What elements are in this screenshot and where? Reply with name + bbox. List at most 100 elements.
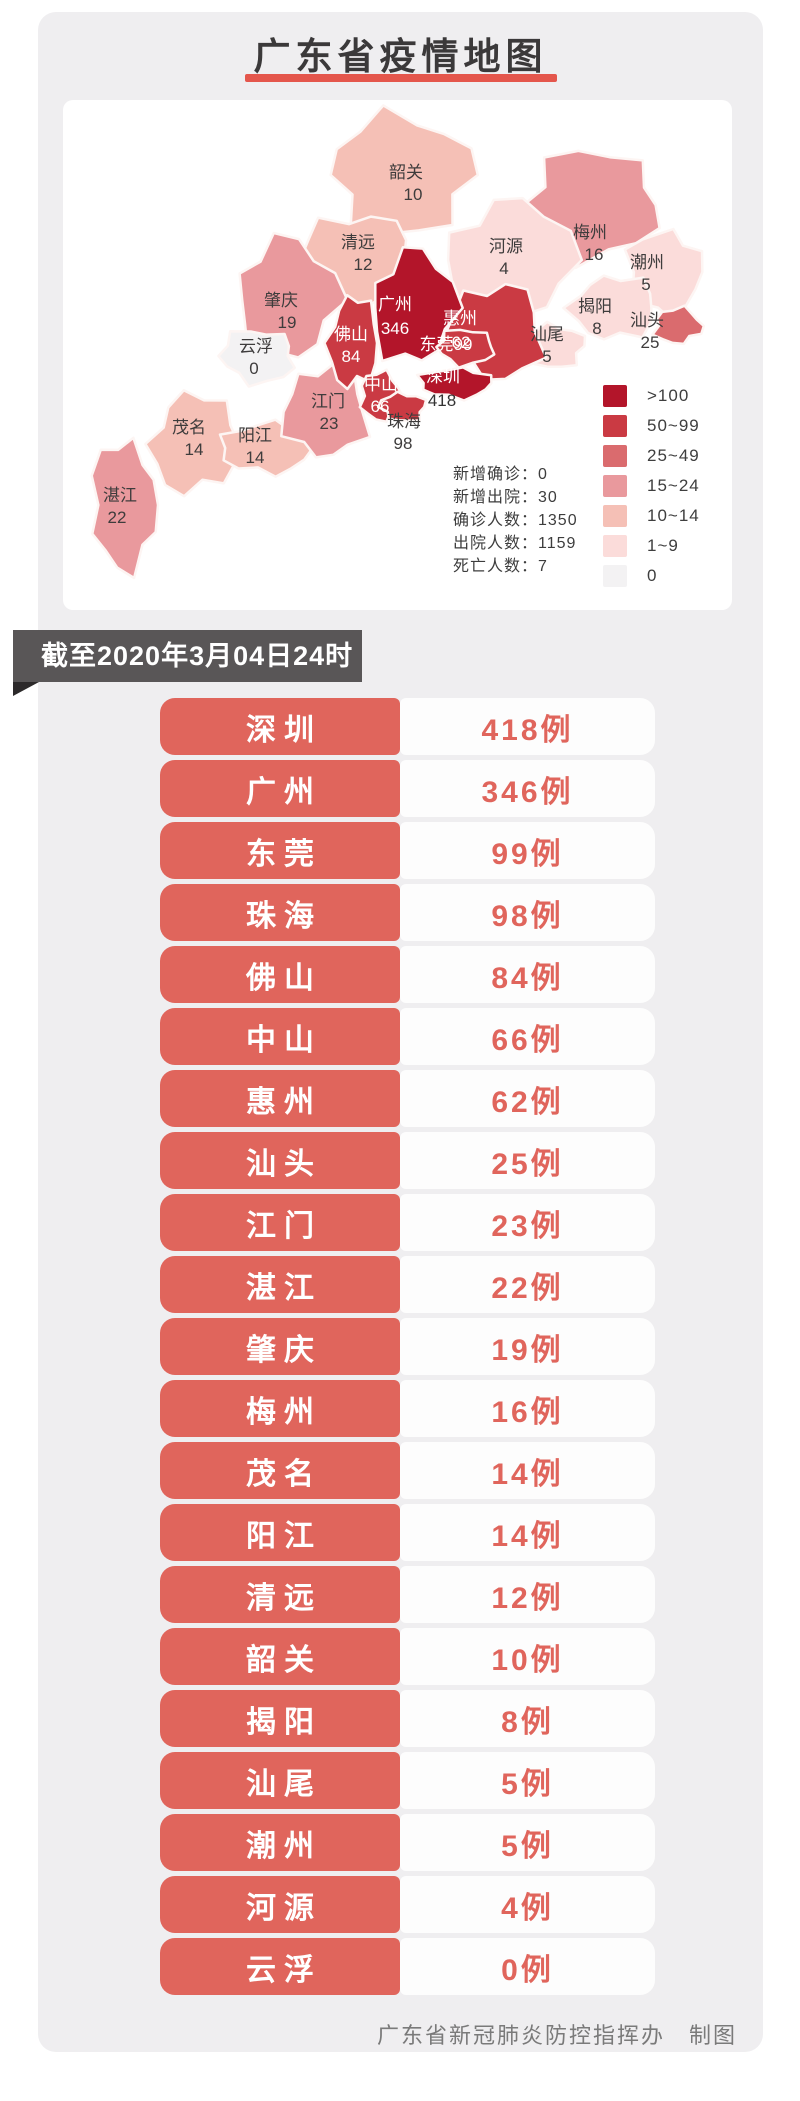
stats-block: 新增确诊：0 新增出院：30 确诊人数：1350 出院人数：1159 死亡人数：7 [453,463,578,578]
table-row: 阳江 14例 [160,1504,655,1561]
city-name: 东莞 [246,837,322,871]
map-label-heyuan: 河源 [489,237,523,256]
legend-label: 15~24 [647,476,700,495]
cases-count: 4例 [501,1891,554,1925]
map-label-jieyang: 揭阳 [578,297,612,316]
legend-label: 1~9 [647,536,679,555]
map-region-zhaoqing [238,231,349,359]
map-label-meizhou: 16 [585,245,604,264]
cases-count: 62例 [491,1085,564,1119]
city-name: 清远 [246,1581,322,1615]
city-name: 肇庆 [246,1333,322,1367]
legend-row: >100 [603,381,728,411]
city-name: 韶关 [246,1643,322,1677]
table-row: 江门 23例 [160,1194,655,1251]
map-label-qingyuan: 12 [354,255,373,274]
map-label-foshan: 84 [342,347,361,366]
legend-label: 10~14 [647,506,700,525]
stat-line: 出院人数：1159 [453,535,577,552]
map-label-shaoguan: 韶关 [389,163,423,182]
legend-label: 25~49 [647,446,700,465]
city-cell: 揭阳 [160,1690,400,1747]
city-name: 潮州 [246,1829,322,1863]
table-row: 云浮 0例 [160,1938,655,1995]
city-name: 揭阳 [246,1705,322,1739]
table-row: 广州 346例 [160,760,655,817]
map-label-yangjiang: 阳江 [238,426,272,445]
legend-row: 10~14 [603,501,728,531]
stat-line: 新增出院：30 [453,489,558,506]
city-cell: 云浮 [160,1938,400,1995]
city-cell: 肇庆 [160,1318,400,1375]
map-region-shaoguan [329,104,480,236]
cases-cell: 5例 [400,1752,655,1809]
legend-label: 50~99 [647,416,700,435]
map-label-shantou: 25 [641,333,660,352]
cases-count: 25例 [491,1147,564,1181]
cases-cell: 25例 [400,1132,655,1189]
city-cell: 梅州 [160,1380,400,1437]
table-row: 珠海 98例 [160,884,655,941]
city-name: 梅州 [246,1395,322,1429]
city-cell: 东莞 [160,822,400,879]
table-row: 韶关 10例 [160,1628,655,1685]
city-name: 珠海 [246,899,322,933]
cases-count: 0例 [501,1953,554,1987]
legend-swatch [603,505,627,527]
table-row: 深圳 418例 [160,698,655,755]
cases-count: 418例 [481,713,574,747]
date-banner: 截至2020年3月04日24时 [13,630,362,682]
map-region-zhuhai [376,390,428,422]
legend-swatch [603,565,627,587]
map-label-jiangmen: 23 [320,414,339,433]
cases-count: 99例 [491,837,564,871]
city-name: 湛江 [246,1271,322,1305]
city-cell: 珠海 [160,884,400,941]
cases-count: 5例 [501,1767,554,1801]
city-name: 云浮 [246,1953,322,1987]
map-region-guangzhou [374,245,464,363]
map-label-guangzhou: 广州 [378,295,412,314]
city-cell: 茂名 [160,1442,400,1499]
map-label-huizhou: 62 [452,333,471,352]
map-label-yunfu: 云浮 [239,337,273,356]
map-label-yunfu: 0 [249,359,258,378]
map-label-zhanjiang: 湛江 [103,486,137,505]
city-name: 佛山 [246,961,322,995]
table-row: 汕尾 5例 [160,1752,655,1809]
map-label-guangzhou: 346 [381,319,409,338]
cases-count: 10例 [491,1643,564,1677]
cases-count: 12例 [491,1581,564,1615]
table-row: 东莞 99例 [160,822,655,879]
cases-cell: 62例 [400,1070,655,1127]
city-cell: 佛山 [160,946,400,1003]
cases-cell: 23例 [400,1194,655,1251]
map-label-chaozhou: 潮州 [630,253,664,272]
map-label-zhaoqing: 肇庆 [264,291,298,310]
city-name: 汕头 [246,1147,322,1181]
legend-swatch [603,385,627,407]
map-label-zhuhai: 珠海 [387,412,421,431]
table-row: 肇庆 19例 [160,1318,655,1375]
map-region-zhanjiang [90,436,160,580]
map-label-qingyuan: 清远 [341,233,375,252]
city-cell: 阳江 [160,1504,400,1561]
cases-cell: 16例 [400,1380,655,1437]
cases-cell: 98例 [400,884,655,941]
cases-cell: 346例 [400,760,655,817]
cases-cell: 66例 [400,1008,655,1065]
cases-count: 14例 [491,1519,564,1553]
cases-count: 14例 [491,1457,564,1491]
footer-credit: 广东省新冠肺炎防控指挥办 制图 [376,2023,737,2048]
stat-line: 新增确诊：0 [453,466,548,483]
city-cell: 湛江 [160,1256,400,1313]
map-region-jieyang [562,274,653,341]
map-label-jieyang: 8 [592,319,601,338]
cases-cell: 418例 [400,698,655,755]
cases-cell: 5例 [400,1814,655,1871]
map-label-meizhou: 梅州 [573,223,607,242]
map-label-shaoguan: 10 [404,185,423,204]
legend-swatch [603,415,627,437]
map-label-zhanjiang: 22 [108,508,127,527]
cases-cell: 14例 [400,1442,655,1499]
